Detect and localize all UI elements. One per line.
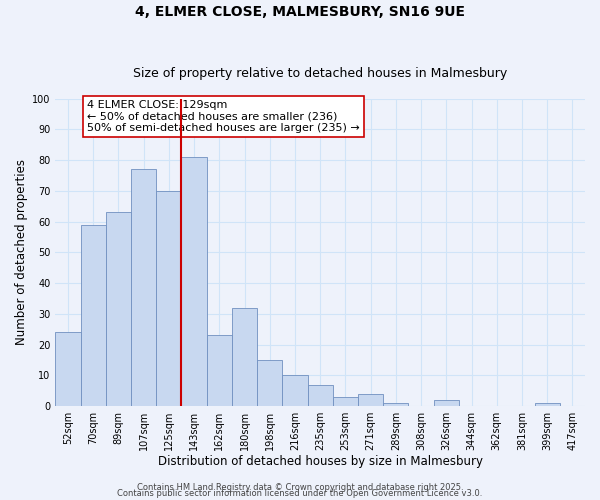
Bar [55,332,80,406]
Y-axis label: Number of detached properties: Number of detached properties [15,160,28,346]
Text: Contains HM Land Registry data © Crown copyright and database right 2025.: Contains HM Land Registry data © Crown c… [137,484,463,492]
Text: 4 ELMER CLOSE: 129sqm
← 50% of detached houses are smaller (236)
50% of semi-det: 4 ELMER CLOSE: 129sqm ← 50% of detached … [87,100,360,134]
Bar [156,191,181,406]
Bar [333,397,358,406]
Bar [257,360,283,406]
Bar [358,394,383,406]
X-axis label: Distribution of detached houses by size in Malmesbury: Distribution of detached houses by size … [158,454,483,468]
Bar [207,336,232,406]
Bar [383,403,409,406]
Bar [535,403,560,406]
Text: Contains public sector information licensed under the Open Government Licence v3: Contains public sector information licen… [118,490,482,498]
Text: 4, ELMER CLOSE, MALMESBURY, SN16 9UE: 4, ELMER CLOSE, MALMESBURY, SN16 9UE [135,5,465,19]
Bar [283,376,308,406]
Title: Size of property relative to detached houses in Malmesbury: Size of property relative to detached ho… [133,66,508,80]
Bar [434,400,459,406]
Bar [181,157,207,406]
Bar [80,224,106,406]
Bar [308,384,333,406]
Bar [131,170,156,406]
Bar [232,308,257,406]
Bar [106,212,131,406]
